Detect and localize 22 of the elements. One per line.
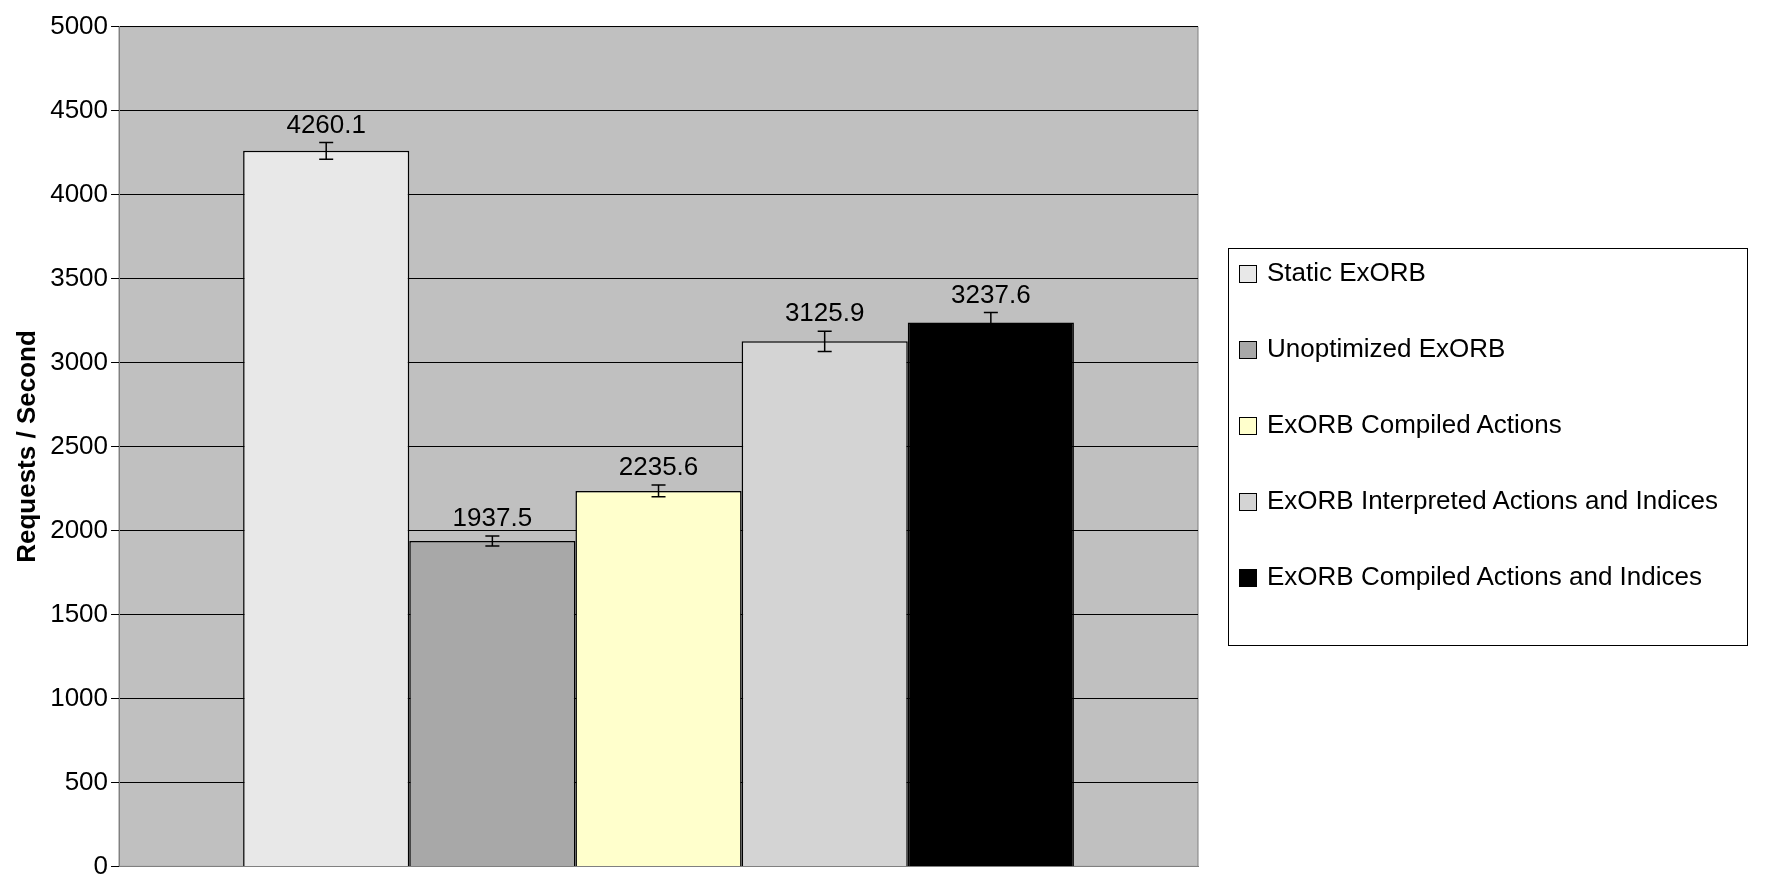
y-tick-label: 3000 [50,345,109,376]
legend-label: ExORB Compiled Actions [1267,408,1562,440]
y-tick-label: 2000 [50,513,109,544]
legend-label: ExORB Compiled Actions and Indices [1267,560,1702,592]
y-tick-label: 4500 [50,93,109,124]
legend-label: Static ExORB [1267,256,1426,288]
y-tick-label: 1000 [50,681,109,712]
legend-label: Unoptimized ExORB [1267,332,1506,364]
y-tick-label: 2500 [50,429,109,460]
y-tick-label: 1500 [50,597,109,628]
data-label: 3237.6 [951,278,1031,309]
y-axis-title: Requests / Second [10,330,41,563]
data-label: 3125.9 [784,297,865,328]
data-label: 4260.1 [286,108,366,139]
y-tick-label: 5000 [50,9,109,40]
y-tick-label: 4000 [50,177,109,208]
y-tick-label: 500 [64,765,109,796]
data-label: 1937.5 [452,502,533,533]
y-tick-label: 3500 [50,261,109,292]
y-tick-label: 0 [93,849,109,880]
data-label: 2235.6 [618,451,699,482]
legend-label: ExORB Interpreted Actions and Indices [1267,484,1718,516]
